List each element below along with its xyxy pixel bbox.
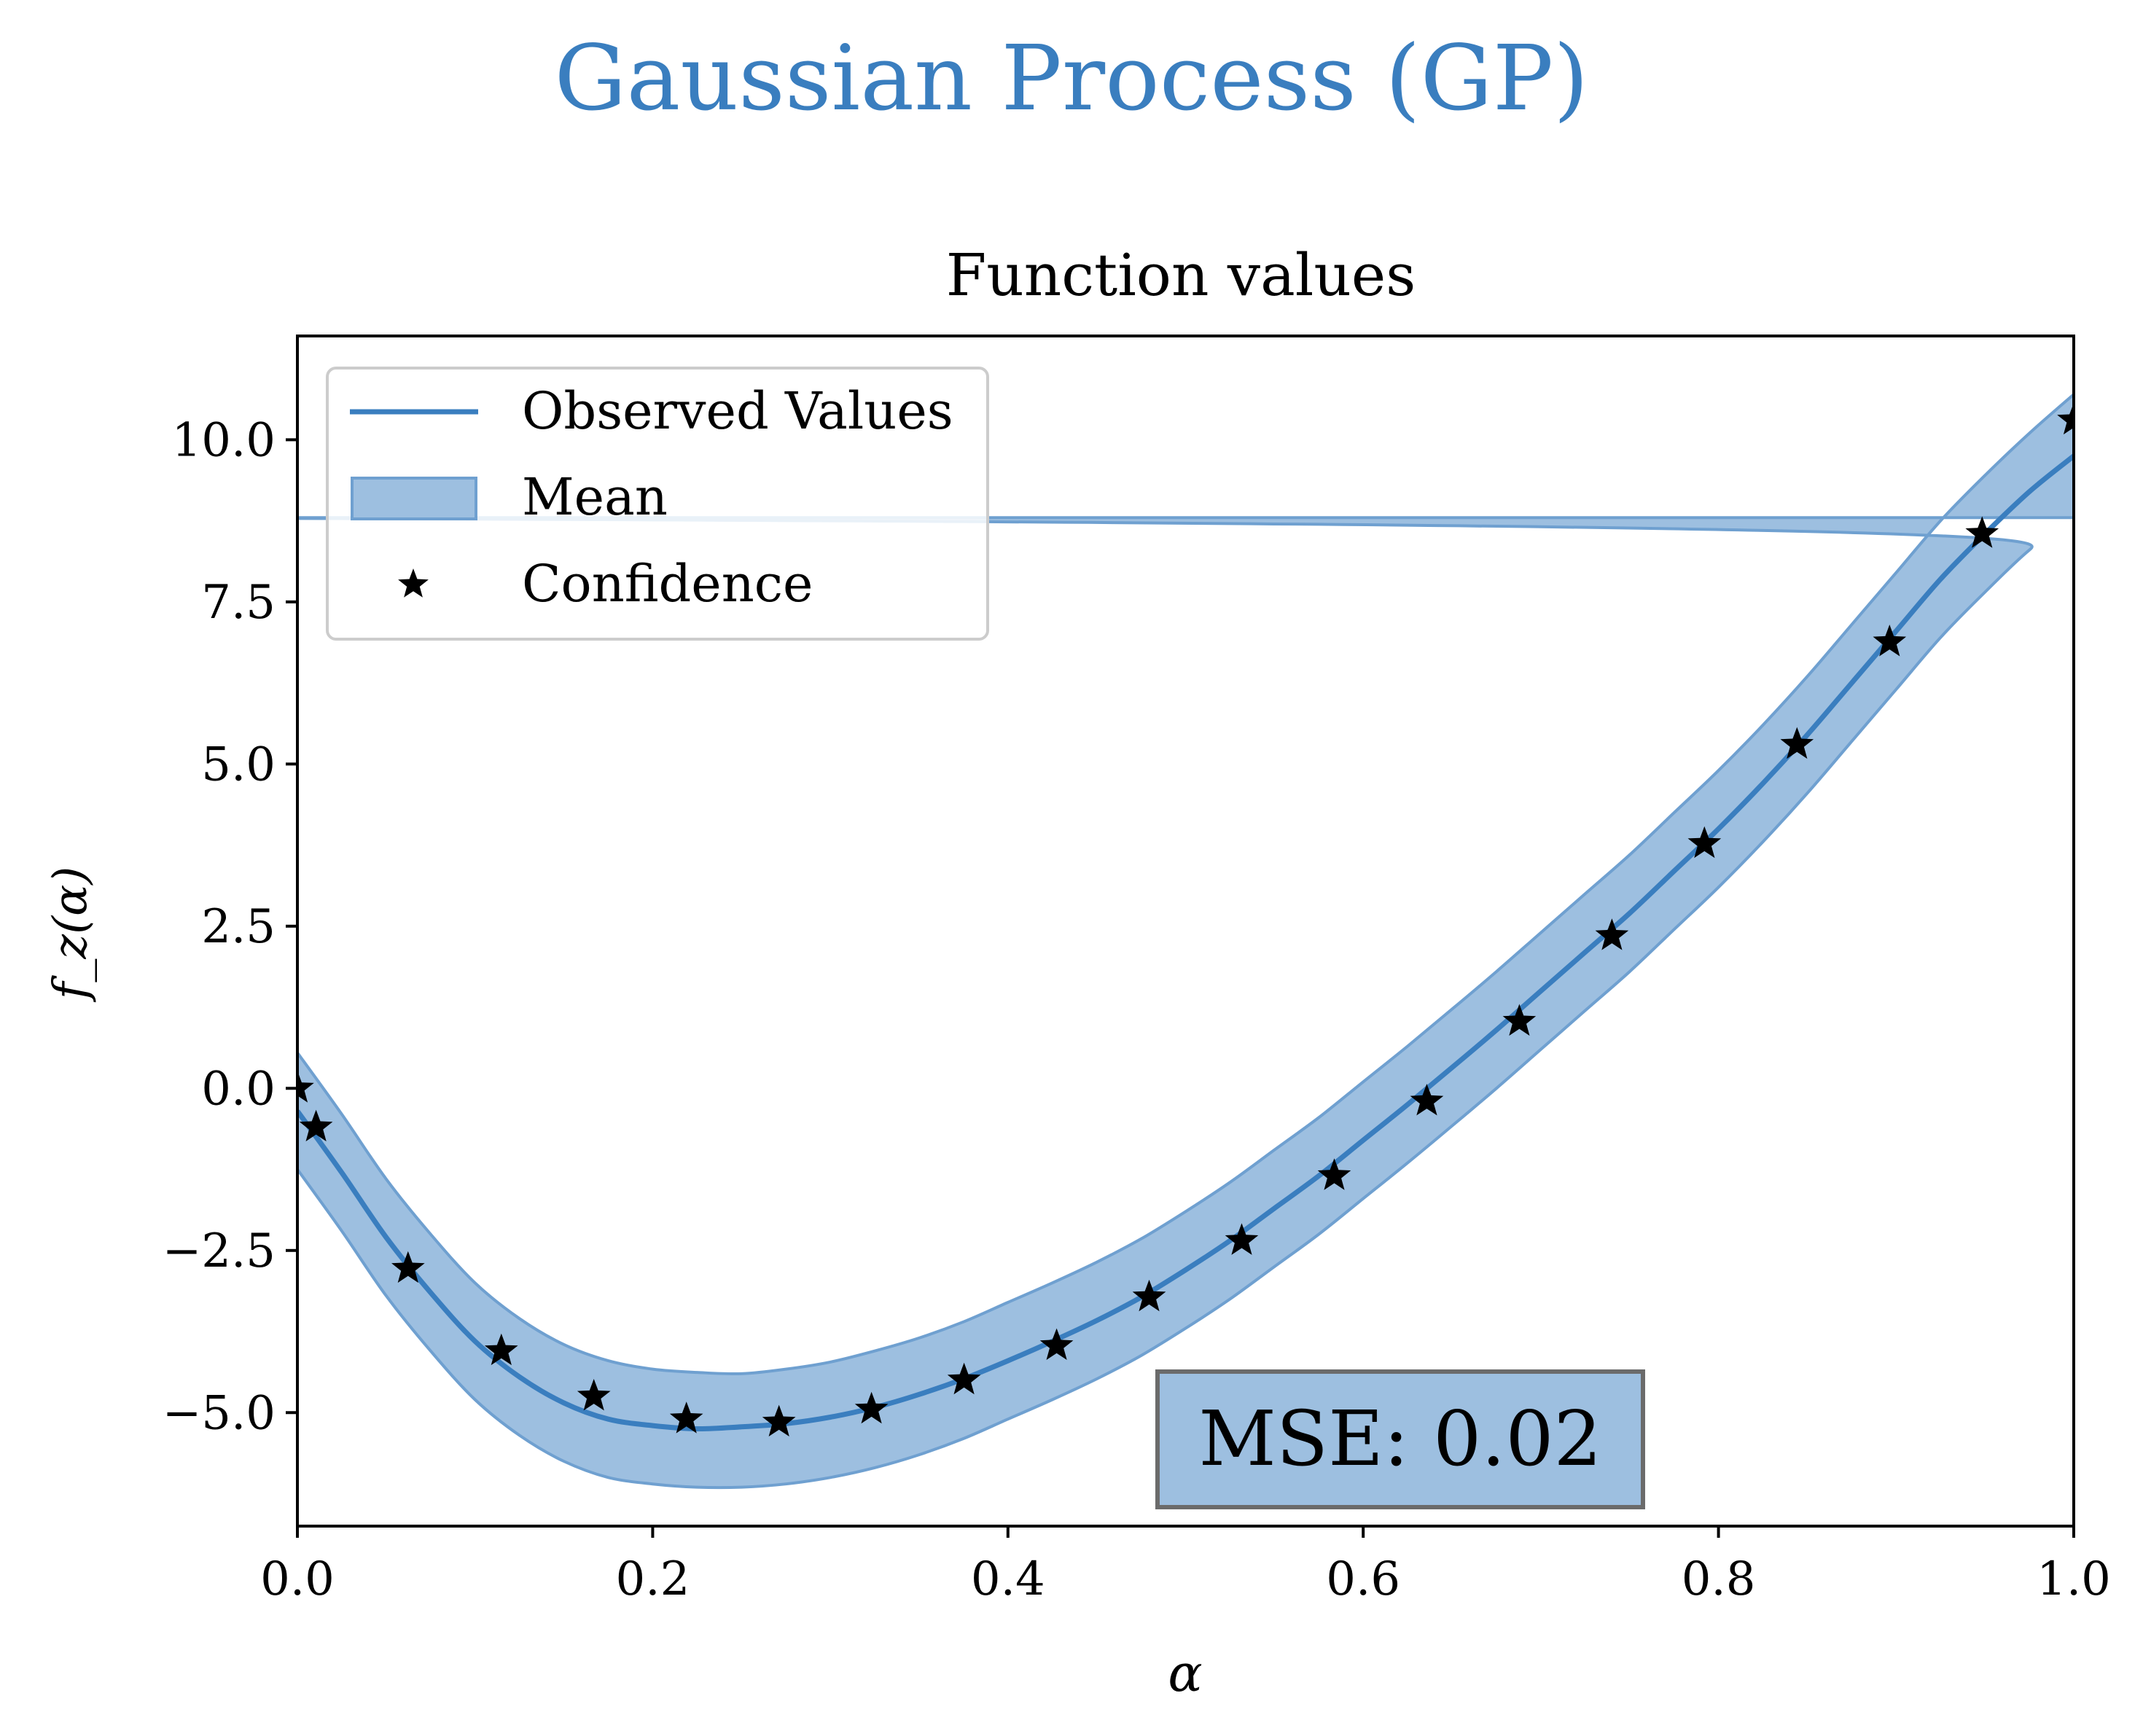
mse-annotation: MSE: 0.02: [1155, 1369, 1645, 1509]
data-point-marker: [669, 1401, 703, 1434]
data-point-marker: [299, 1109, 333, 1142]
data-point-marker: [1687, 826, 1722, 859]
x-tick-label: 0.8: [1682, 1552, 1756, 1606]
figure-suptitle: Gaussian Process (GP): [554, 26, 1588, 131]
y-axis: −5.0 −2.5 0.0 2.5 5.0 7.5 10.0: [163, 413, 297, 1440]
legend-entry-mean: Mean: [522, 467, 668, 527]
data-point-marker: [1317, 1158, 1351, 1190]
data-point-marker: [391, 1251, 425, 1283]
x-axis: 0.0 0.2 0.4 0.6 0.8 1.0: [260, 1526, 2111, 1606]
legend-entry-observed-values: Observed Values: [522, 381, 953, 441]
y-tick-label: −2.5: [163, 1224, 276, 1278]
legend-star-swatch: [398, 568, 429, 598]
plot-area: [297, 392, 2074, 1490]
data-point-marker: [1502, 1004, 1537, 1036]
data-point-marker: [1225, 1223, 1259, 1255]
x-tick-label: 0.4: [971, 1552, 1045, 1606]
legend-patch-swatch: [351, 477, 477, 520]
data-point-marker: [2057, 402, 2074, 435]
data-point-marker: [1965, 516, 1999, 548]
legend-frame: [326, 367, 989, 641]
mse-annotation-text: MSE: 0.02: [1198, 1394, 1601, 1483]
x-tick-label: 1.0: [2037, 1552, 2111, 1606]
confidence-band: [297, 392, 2074, 1490]
data-point-marker: [1780, 727, 1814, 759]
data-point-marker: [484, 1333, 518, 1366]
data-point-marker: [762, 1404, 796, 1436]
y-tick-label: 10.0: [172, 413, 276, 467]
data-point-marker: [1410, 1084, 1444, 1116]
y-axis-label: f_z(α): [44, 867, 98, 1003]
data-point-marker: [1873, 625, 1907, 657]
series-markers-confidence: [297, 402, 2074, 1436]
y-tick-label: 7.5: [201, 576, 276, 630]
data-point-marker: [297, 1071, 314, 1103]
data-point-marker: [947, 1362, 981, 1395]
data-point-marker: [1039, 1328, 1074, 1360]
data-point-marker: [1132, 1279, 1166, 1312]
y-tick-label: 0.0: [201, 1062, 276, 1116]
x-tick-label: 0.0: [260, 1552, 335, 1606]
y-tick-label: 2.5: [201, 900, 276, 954]
data-point-marker: [854, 1391, 889, 1424]
x-tick-label: 0.6: [1326, 1552, 1400, 1606]
mse-annotation-box: [1155, 1369, 1645, 1509]
y-tick-label: 5.0: [201, 738, 276, 791]
chart-title: Function values: [946, 241, 1416, 309]
legend: Observed Values Mean Confidence: [326, 367, 989, 641]
plot-frame: [296, 335, 2075, 1528]
x-axis-label: α: [1168, 1643, 1202, 1703]
data-point-marker: [577, 1379, 611, 1411]
data-point-marker: [1595, 918, 1629, 950]
legend-entry-confidence: Confidence: [522, 554, 813, 614]
x-tick-label: 0.2: [616, 1552, 690, 1606]
y-tick-label: −5.0: [163, 1386, 276, 1440]
